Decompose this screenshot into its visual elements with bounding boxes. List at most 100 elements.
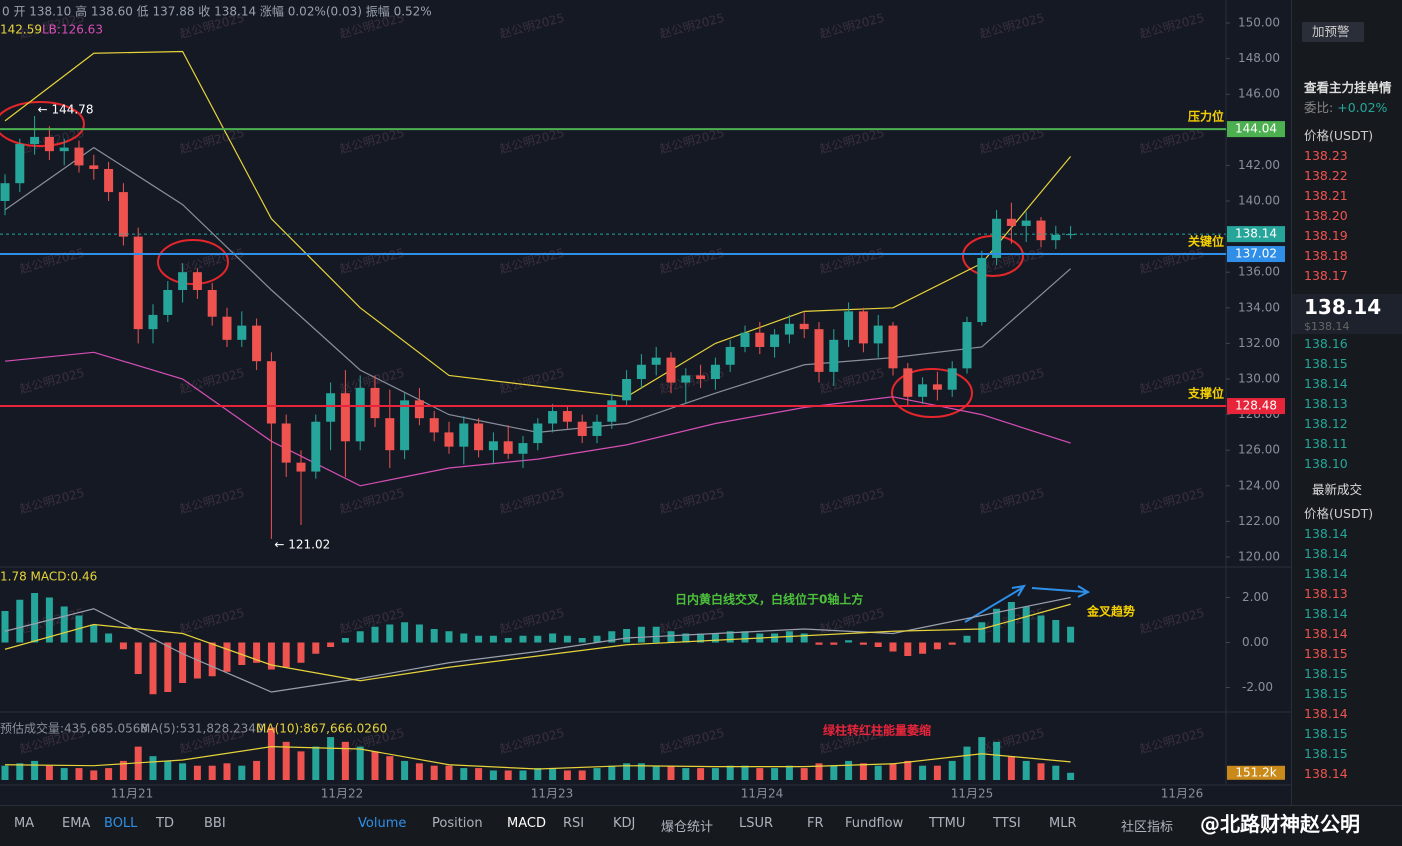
indicator-tab[interactable]: EMA bbox=[62, 816, 91, 831]
volume-bar bbox=[312, 746, 320, 780]
y-tick-label: 126.00 bbox=[1238, 443, 1280, 457]
volume-bar bbox=[430, 765, 438, 780]
trades-title: 最新成交 bbox=[1312, 482, 1363, 497]
volume-bar bbox=[948, 760, 956, 780]
indicator-tab[interactable]: Position bbox=[432, 816, 483, 831]
candle-body bbox=[340, 393, 350, 442]
volume-bar bbox=[238, 765, 246, 780]
level-name: 关键位 bbox=[1188, 234, 1224, 249]
macd-bar bbox=[430, 629, 438, 643]
volume-bar bbox=[45, 765, 53, 780]
main-orders: 查看主力挂单情 bbox=[1304, 80, 1392, 95]
indicator-tab[interactable]: 社区指标 bbox=[1121, 820, 1174, 835]
volume-bar bbox=[756, 768, 764, 780]
ratio-row: 委比: +0.02% bbox=[1292, 98, 1402, 118]
volume-bar bbox=[978, 737, 986, 780]
candle-body bbox=[873, 325, 883, 344]
circle bbox=[0, 101, 85, 147]
indicator-tab[interactable]: Volume bbox=[358, 816, 407, 831]
volume-last: 151.2k bbox=[1235, 765, 1276, 779]
boll-lower bbox=[4, 351, 1071, 487]
candle-body bbox=[503, 441, 513, 454]
macd-bar bbox=[830, 642, 838, 645]
indicator-tab[interactable]: MA bbox=[14, 816, 35, 831]
trade-price: 138.15 bbox=[1304, 726, 1348, 741]
boll-upper bbox=[4, 50, 1072, 398]
volume-bar bbox=[549, 768, 557, 780]
arrow bbox=[1031, 585, 1091, 598]
level-name: 压力位 bbox=[1188, 109, 1224, 124]
macd-bar bbox=[105, 633, 113, 643]
boll-lb: LB:126.63 bbox=[42, 23, 103, 37]
macd-title: 1.78 MACD:0.46 bbox=[0, 570, 97, 584]
chart: 赵公明2025赵公明2025赵公明2025赵公明2025赵公明2025赵公明20… bbox=[0, 0, 1291, 801]
volume-bar bbox=[119, 760, 127, 780]
indicator-tab[interactable]: TD bbox=[156, 816, 174, 831]
indicator-tab[interactable]: MLR bbox=[1049, 816, 1077, 831]
trend-arrows bbox=[964, 584, 1091, 623]
trade-price: 138.15 bbox=[1304, 746, 1348, 761]
last-price: 138.14 bbox=[1292, 294, 1402, 320]
volume-bar bbox=[16, 763, 24, 780]
volume-bar bbox=[1052, 765, 1060, 780]
volume-bar bbox=[193, 765, 201, 780]
indicator-tab[interactable]: BBI bbox=[204, 816, 226, 831]
volume-bar bbox=[1007, 756, 1015, 780]
macd-bar bbox=[667, 631, 675, 643]
volume-bar bbox=[904, 760, 912, 780]
level-label: 128.48 bbox=[1235, 399, 1277, 413]
candle-body bbox=[296, 462, 306, 472]
volume-bar bbox=[593, 768, 601, 780]
macd-bar bbox=[800, 633, 808, 643]
volume-bar bbox=[682, 768, 690, 780]
y-tick-label: 130.00 bbox=[1238, 372, 1280, 386]
indicator-tab[interactable]: BOLL bbox=[104, 816, 138, 831]
candle-body bbox=[148, 314, 158, 330]
indicator-tab[interactable]: TTSI bbox=[993, 816, 1021, 831]
volume-bar bbox=[282, 741, 290, 780]
indicator-tab[interactable]: Fundflow bbox=[845, 816, 904, 831]
indicator-tab[interactable]: RSI bbox=[563, 816, 585, 831]
candle-body bbox=[592, 421, 602, 436]
annotation: 金叉趋势 bbox=[1086, 604, 1135, 619]
x-tick-label: 11月24 bbox=[741, 787, 784, 801]
ask-price: 138.19 bbox=[1304, 228, 1348, 243]
candle-body bbox=[932, 384, 942, 390]
y-tick-label: 2.00 bbox=[1242, 590, 1269, 604]
candle-body bbox=[311, 421, 321, 472]
volume-bar bbox=[830, 765, 838, 780]
macd-bar bbox=[889, 642, 897, 652]
candle-body bbox=[385, 418, 395, 451]
indicator-tab[interactable]: MACD bbox=[507, 816, 546, 831]
volume-bar bbox=[179, 763, 187, 780]
alert-button[interactable]: 加预警 bbox=[1302, 22, 1364, 42]
volume-bar bbox=[356, 746, 364, 780]
candle-body bbox=[30, 136, 40, 145]
indicator-tab[interactable]: FR bbox=[807, 816, 824, 831]
x-tick-label: 11月23 bbox=[531, 787, 574, 801]
volume-bar bbox=[697, 768, 705, 780]
bid-price: 138.10 bbox=[1304, 456, 1348, 471]
macd-bar bbox=[60, 606, 68, 643]
macd-bar bbox=[874, 642, 882, 647]
macd-bar bbox=[119, 642, 127, 650]
macd-bar bbox=[16, 599, 24, 643]
volume-bar bbox=[1067, 772, 1075, 780]
candle-body bbox=[947, 368, 957, 390]
candle-body bbox=[1021, 220, 1031, 226]
last-price-label: 138.14 bbox=[1235, 227, 1277, 241]
macd-dif bbox=[4, 596, 1071, 693]
candle-body bbox=[725, 346, 735, 365]
volume-bar bbox=[1022, 760, 1030, 780]
macd-bar bbox=[297, 642, 305, 663]
indicator-tab[interactable]: KDJ bbox=[613, 816, 636, 831]
volume-bar bbox=[31, 760, 39, 780]
volume-bar bbox=[90, 770, 98, 780]
macd-bar bbox=[578, 638, 586, 643]
macd-bar bbox=[963, 635, 971, 643]
bid-price: 138.16 bbox=[1304, 336, 1348, 351]
indicator-tab[interactable]: 爆仓统计 bbox=[661, 820, 714, 835]
indicator-tab[interactable]: LSUR bbox=[739, 816, 774, 831]
candle-body bbox=[133, 236, 143, 330]
indicator-tab[interactable]: TTMU bbox=[929, 816, 966, 831]
